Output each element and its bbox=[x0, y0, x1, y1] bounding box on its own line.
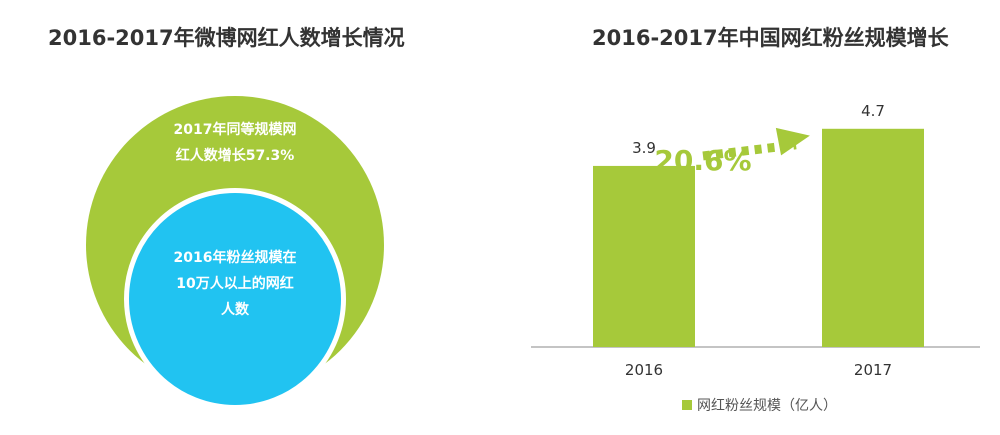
right-chart-title: 2016-2017年中国网红粉丝规模增长 bbox=[592, 26, 949, 50]
outer-circle-label: 2017年同等规模网 红人数增长57.3% bbox=[150, 117, 320, 169]
legend-swatch bbox=[682, 400, 692, 410]
growth-annotation: 20.6% bbox=[654, 144, 751, 177]
inner-circle-label: 2016年粉丝规模在 10万人以上的网红 人数 bbox=[140, 245, 330, 323]
data-label-2016: 3.9 bbox=[632, 139, 656, 157]
data-label-2017: 4.7 bbox=[861, 102, 885, 120]
inner-circle-2016-base bbox=[124, 188, 346, 410]
inner-circle-label-line-3: 人数 bbox=[221, 302, 249, 318]
x-tick-label-2016: 2016 bbox=[625, 361, 663, 379]
outer-circle-label-line-2: 红人数增长57.3% bbox=[175, 148, 295, 164]
bar-2017 bbox=[822, 128, 924, 347]
legend-label: 网红粉丝规模（亿人） bbox=[697, 398, 837, 414]
left-chart-title: 2016-2017年微博网红人数增长情况 bbox=[48, 26, 405, 50]
bar-2016 bbox=[593, 165, 695, 347]
x-tick-label-2017: 2017 bbox=[854, 361, 892, 379]
growth-arrow-head bbox=[775, 127, 810, 156]
inner-circle-label-line-1: 2016年粉丝规模在 bbox=[173, 250, 297, 266]
outer-circle-label-line-1: 2017年同等规模网 bbox=[173, 122, 297, 138]
inner-circle-label-line-2: 10万人以上的网红 bbox=[176, 276, 294, 292]
